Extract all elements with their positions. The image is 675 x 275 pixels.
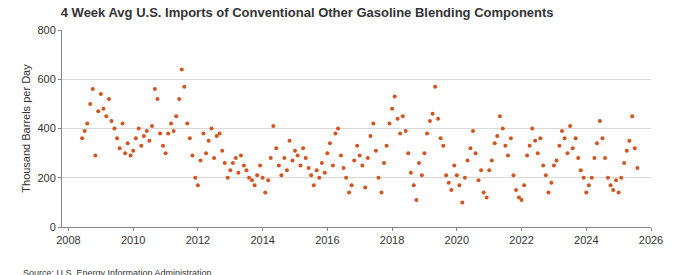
svg-text:0: 0 xyxy=(50,221,56,233)
svg-text:600: 600 xyxy=(37,73,55,85)
svg-text:Thousand Barrels per Day: Thousand Barrels per Day xyxy=(20,64,32,193)
svg-text:2012: 2012 xyxy=(186,234,210,246)
svg-text:2026: 2026 xyxy=(639,234,663,246)
svg-text:Source: U.S. Energy Informatio: Source: U.S. Energy Information Administ… xyxy=(23,268,212,275)
svg-text:2022: 2022 xyxy=(509,234,533,246)
svg-text:200: 200 xyxy=(37,172,55,184)
svg-text:2008: 2008 xyxy=(56,234,80,246)
svg-text:2010: 2010 xyxy=(121,234,145,246)
svg-text:2016: 2016 xyxy=(315,234,339,246)
svg-text:2018: 2018 xyxy=(380,234,404,246)
svg-text:800: 800 xyxy=(37,24,55,36)
svg-text:2024: 2024 xyxy=(574,234,598,246)
svg-text:4 Week Avg U.S. Imports of Con: 4 Week Avg U.S. Imports of Conventional … xyxy=(61,5,554,20)
svg-text:2020: 2020 xyxy=(445,234,469,246)
svg-text:400: 400 xyxy=(37,122,55,134)
svg-text:2014: 2014 xyxy=(250,234,274,246)
